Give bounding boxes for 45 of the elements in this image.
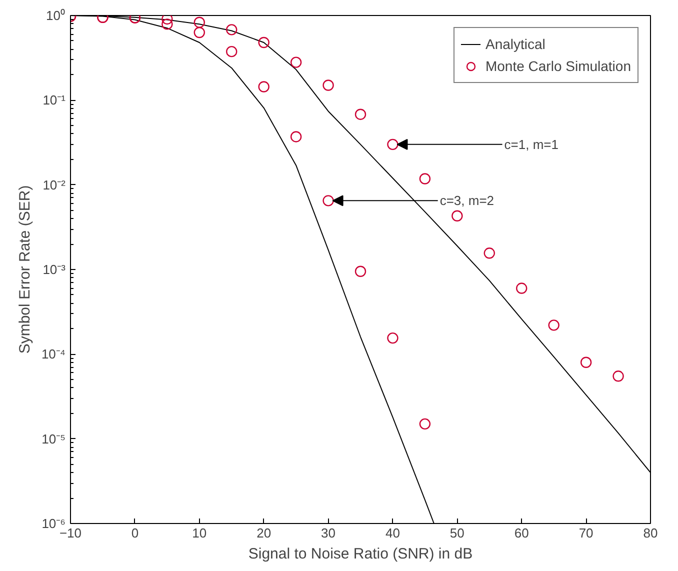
point [612, 370, 624, 382]
y-tick-label: 10⁻⁵ [42, 431, 66, 446]
point [162, 16, 173, 25]
x-axis-title: Signal to Noise Ratio (SNR) in dB [248, 546, 473, 562]
legend-label: Monte Carlo Simulation [485, 58, 631, 74]
point [322, 195, 334, 206]
point [258, 81, 270, 92]
y-tick-label: 10⁻² [42, 177, 66, 192]
x-tick-label: 20 [256, 526, 272, 540]
point [194, 26, 205, 38]
point [290, 56, 302, 68]
point [354, 108, 366, 120]
x-tick-label: 10 [192, 526, 207, 540]
y-tick-label: 10⁻¹ [42, 92, 66, 108]
y-tick-label: 10⁰ [46, 8, 66, 23]
y-tick-label: 10⁻⁴ [41, 346, 66, 362]
x-tick-label: 50 [450, 526, 464, 540]
point [322, 80, 334, 91]
x-tick-label: 60 [514, 526, 529, 540]
x-tick-label: 0 [131, 526, 139, 540]
point [226, 46, 238, 58]
x-tick-label: 70 [578, 526, 594, 540]
point [290, 131, 302, 142]
point [516, 282, 528, 294]
x-tick-label: 40 [385, 526, 400, 540]
annotation: c=3, m=2 [440, 193, 494, 208]
point [387, 138, 398, 150]
point [387, 332, 398, 344]
y-axis-title: Symbol Error Rate (SER) [16, 185, 34, 354]
point [419, 418, 431, 430]
point [258, 36, 270, 48]
point [484, 248, 495, 259]
y-tick-label: 10⁻³ [42, 262, 66, 277]
legend-label: Analytical [485, 36, 546, 52]
x-tick-label: 30 [321, 526, 336, 540]
point [162, 18, 173, 30]
point [580, 356, 592, 368]
point [548, 320, 560, 331]
point [452, 210, 463, 222]
point [226, 24, 238, 36]
point [194, 16, 205, 28]
annotation: c=1, m=1 [504, 136, 558, 152]
x-tick-label: 80 [643, 526, 658, 540]
point [354, 266, 366, 277]
point [419, 173, 431, 184]
